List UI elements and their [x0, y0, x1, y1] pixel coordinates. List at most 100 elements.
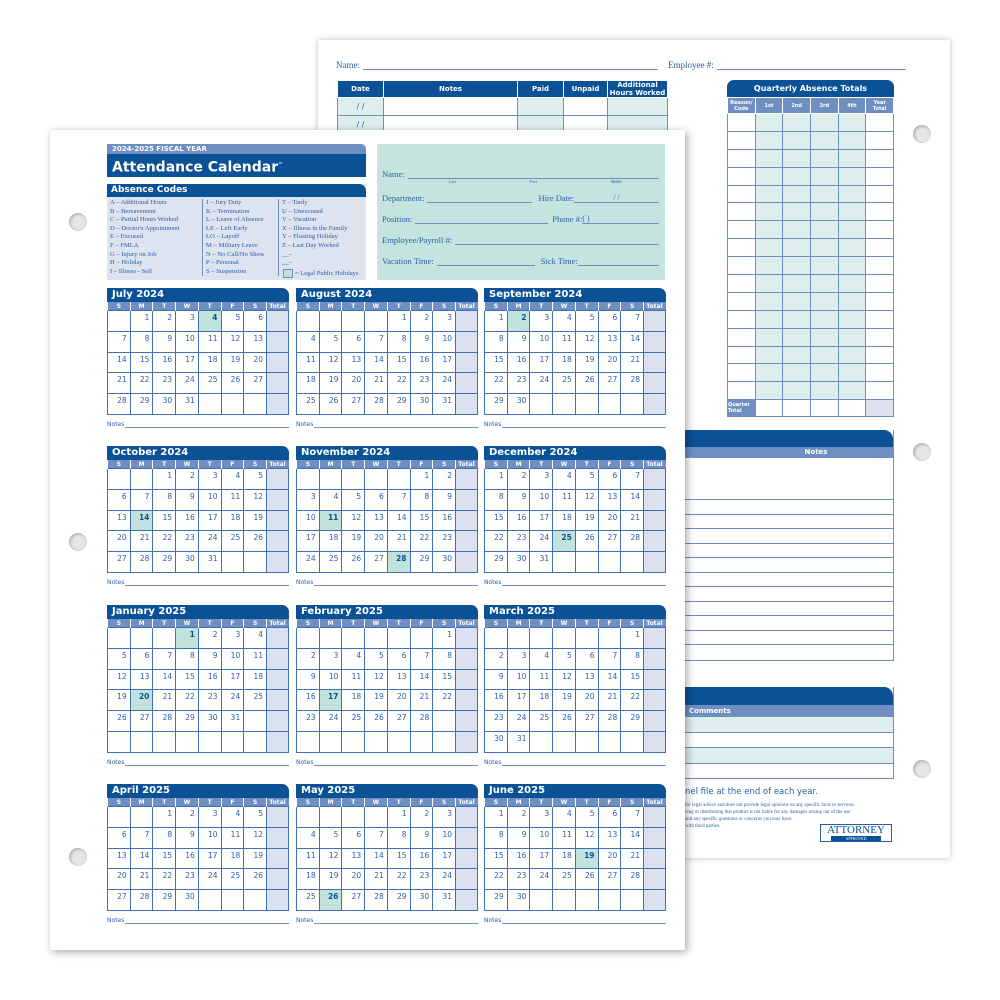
week-total-cell[interactable] [266, 710, 289, 733]
notes-line[interactable] [659, 631, 893, 645]
quarter-cell[interactable] [727, 327, 756, 347]
day-cell[interactable]: 18 [529, 689, 554, 712]
quarter-cell[interactable] [837, 309, 867, 329]
day-cell[interactable]: 6 [129, 647, 154, 670]
day-cell[interactable]: 4 [341, 647, 366, 670]
day-cell[interactable]: 21 [597, 689, 622, 712]
quarter-cell[interactable] [754, 256, 784, 276]
day-cell[interactable]: 8 [152, 488, 177, 511]
week-total-cell[interactable] [643, 847, 666, 870]
day-cell[interactable]: 23 [484, 710, 508, 733]
day-cell[interactable]: 6 [386, 647, 411, 670]
week-total-cell[interactable] [266, 668, 289, 691]
quarter-cell[interactable] [782, 309, 811, 329]
quarter-cell[interactable] [754, 345, 784, 365]
day-cell[interactable]: 29 [386, 393, 411, 415]
comment-line[interactable] [659, 717, 893, 733]
week-total-cell[interactable] [266, 647, 289, 670]
day-cell[interactable]: 17 [220, 668, 245, 691]
quarter-cell[interactable] [837, 363, 867, 383]
day-cell[interactable]: 9 [432, 488, 456, 511]
day-cell[interactable]: 4 [318, 488, 343, 511]
day-cell[interactable]: 23 [175, 530, 199, 553]
day-cell[interactable]: 13 [597, 330, 622, 353]
day-cell[interactable]: 5 [574, 806, 599, 828]
day-cell[interactable]: 9 [506, 488, 531, 511]
day-cell[interactable]: 24 [197, 868, 222, 891]
day-cell[interactable]: 25 [552, 868, 576, 891]
quarter-cell[interactable] [782, 166, 811, 186]
day-cell[interactable]: 10 [529, 330, 554, 353]
quarter-cell[interactable] [837, 291, 867, 311]
quarter-cell[interactable] [809, 184, 839, 204]
day-cell[interactable]: 19 [220, 351, 245, 374]
week-total-cell[interactable] [455, 668, 478, 691]
week-total-cell[interactable] [266, 468, 289, 490]
day-cell[interactable]: 18 [243, 668, 267, 691]
quarter-cell[interactable] [727, 291, 756, 311]
quarter-cell[interactable] [865, 113, 894, 132]
day-cell[interactable]: 29 [409, 551, 434, 573]
day-cell[interactable]: 2 [152, 310, 177, 332]
notes-line[interactable] [659, 587, 893, 602]
day-cell[interactable]: 8 [409, 488, 434, 511]
day-cell[interactable]: 2 [506, 806, 531, 828]
day-cell[interactable]: 12 [574, 330, 599, 353]
day-cell[interactable]: 4 [552, 468, 576, 490]
day-cell[interactable]: 12 [243, 826, 267, 849]
day-cell[interactable]: 16 [432, 509, 456, 532]
week-total-cell[interactable] [455, 710, 478, 733]
quarter-cell[interactable] [754, 363, 784, 383]
day-cell[interactable]: 29 [484, 889, 508, 911]
day-cell[interactable]: 29 [129, 393, 154, 415]
quarter-cell[interactable] [809, 363, 839, 383]
month-notes[interactable]: Notes [484, 917, 666, 924]
day-cell[interactable]: 3 [197, 806, 222, 828]
week-total-cell[interactable] [266, 393, 289, 415]
day-cell[interactable]: 10 [197, 826, 222, 849]
day-cell[interactable]: 4 [529, 647, 554, 670]
day-cell[interactable]: 17 [175, 351, 199, 374]
day-cell[interactable]: 15 [386, 351, 411, 374]
day-cell[interactable]: 11 [197, 330, 222, 353]
quarter-cell[interactable] [754, 238, 784, 258]
day-cell[interactable]: 15 [484, 351, 508, 374]
day-cell[interactable]: 20 [341, 372, 366, 395]
day-cell[interactable]: 7 [620, 806, 644, 828]
week-total-cell[interactable] [266, 509, 289, 532]
day-cell[interactable]: 31 [220, 710, 245, 733]
day-cell[interactable]: 4 [197, 310, 222, 332]
quarter-cell[interactable] [727, 130, 756, 150]
day-cell[interactable]: 25 [197, 372, 222, 395]
day-cell[interactable]: 17 [432, 847, 456, 870]
day-cell[interactable]: 24 [432, 372, 456, 395]
day-cell[interactable]: 13 [341, 351, 366, 374]
day-cell[interactable]: 24 [296, 551, 320, 573]
quarter-cell[interactable] [754, 309, 784, 329]
day-cell[interactable]: 10 [296, 509, 320, 532]
department-field[interactable] [427, 193, 533, 203]
day-cell[interactable]: 20 [107, 530, 131, 553]
quarter-cell[interactable] [837, 113, 867, 132]
quarter-cell[interactable] [809, 220, 839, 240]
week-total-cell[interactable] [266, 330, 289, 353]
day-cell[interactable]: 11 [220, 826, 245, 849]
day-cell[interactable]: 23 [296, 710, 320, 733]
employee-line[interactable] [716, 60, 906, 70]
day-cell[interactable]: 20 [243, 351, 267, 374]
quarter-cell[interactable] [782, 130, 811, 150]
day-cell[interactable]: 28 [129, 551, 154, 573]
month-notes[interactable]: Notes [484, 579, 666, 586]
day-cell[interactable]: 14 [620, 488, 644, 511]
day-cell[interactable]: 19 [318, 868, 343, 891]
week-total-cell[interactable] [643, 310, 666, 332]
day-cell[interactable]: 26 [220, 372, 245, 395]
day-cell[interactable]: 2 [506, 468, 531, 490]
week-total-cell[interactable] [455, 847, 478, 870]
day-cell[interactable]: 2 [175, 806, 199, 828]
day-cell[interactable]: 25 [341, 710, 366, 733]
day-cell[interactable]: 5 [574, 310, 599, 332]
notes-line[interactable] [659, 645, 893, 660]
day-cell[interactable]: 31 [432, 889, 456, 911]
quarter-cell[interactable] [809, 327, 839, 347]
